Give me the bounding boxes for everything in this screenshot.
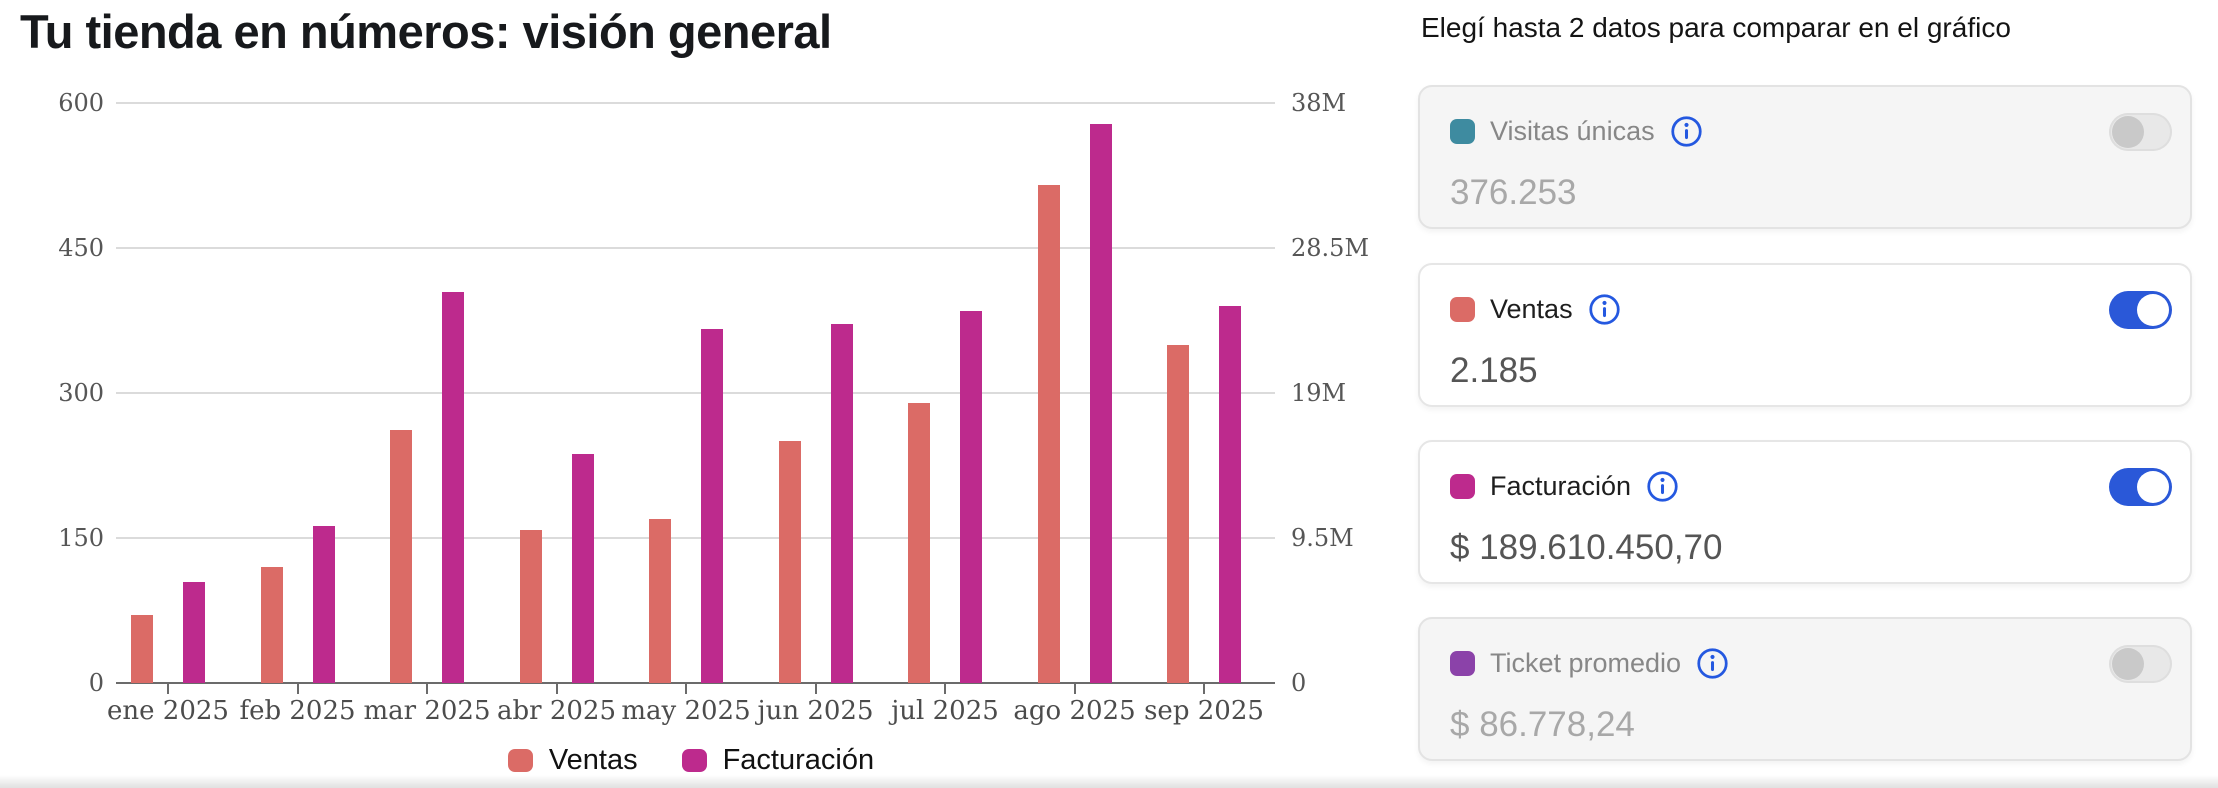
metric-toggle-ventas[interactable] [2109, 291, 2172, 329]
metric-color-swatch [1450, 474, 1475, 499]
x-axis-tick [814, 683, 817, 694]
info-icon[interactable] [1696, 647, 1729, 680]
metric-toggle-visitas-unicas[interactable] [2109, 113, 2172, 151]
x-axis-label: ene 2025 [107, 696, 229, 726]
bar-ventas [390, 429, 412, 683]
x-axis-label: ago 2025 [1013, 696, 1136, 726]
metric-card-header: Facturación [1450, 470, 1679, 503]
left-axis-tick-label: 0 [88, 669, 104, 697]
x-axis-label: jun 2025 [757, 696, 874, 726]
x-axis-tick [1203, 683, 1205, 694]
gridline [116, 392, 1275, 394]
x-axis-label: mar 2025 [363, 696, 491, 726]
toggle-knob [2112, 116, 2144, 148]
metric-color-swatch [1450, 651, 1475, 676]
metric-label: Ventas [1490, 294, 1573, 324]
metric-card-header: Ventas [1450, 293, 1621, 326]
info-icon[interactable] [1588, 293, 1621, 326]
legend-swatch [507, 749, 533, 772]
gridline [116, 537, 1275, 539]
metric-value: 2.185 [1450, 351, 1538, 390]
x-axis-tick [555, 683, 558, 694]
metric-card-ticket-promedio[interactable]: Ticket promedio $ 86.778,24 [1418, 617, 2192, 761]
bar-ventas [778, 441, 801, 683]
bar-facturacion [701, 328, 723, 683]
metric-card-ventas[interactable]: Ventas 2.185 [1418, 263, 2192, 407]
bottom-divider [0, 775, 2218, 788]
gridline [116, 102, 1275, 104]
legend-item-facturacion: Facturación [681, 744, 875, 777]
page-title: Tu tienda en números: visión general [20, 5, 832, 58]
x-axis-tick [685, 683, 687, 694]
x-axis-tick [944, 683, 946, 694]
info-icon[interactable] [1646, 470, 1679, 503]
bar-ventas [519, 530, 542, 683]
bar-ventas [260, 567, 283, 683]
metric-toggle-ticket-promedio[interactable] [2109, 645, 2172, 683]
metric-label: Visitas únicas [1490, 116, 1655, 146]
left-axis-tick-label: 150 [58, 524, 104, 552]
metric-card-facturacion[interactable]: Facturación $ 189.610.450,70 [1418, 440, 2192, 584]
metric-value: 376.253 [1450, 173, 1577, 212]
toggle-knob [2137, 471, 2169, 503]
bar-ventas [649, 518, 671, 683]
bar-ventas [131, 615, 153, 683]
metric-card-header: Ticket promedio [1450, 647, 1729, 680]
right-axis-tick-label: 19M [1291, 379, 1347, 407]
bar-facturacion [1219, 306, 1241, 683]
x-axis-label: abr 2025 [496, 696, 617, 726]
right-axis-tick-label: 28.5M [1291, 234, 1370, 262]
metric-color-swatch [1450, 297, 1475, 322]
panel-header: Elegí hasta 2 datos para comparar en el … [1421, 12, 2011, 43]
gridline [116, 247, 1275, 249]
bar-facturacion [960, 310, 982, 683]
metric-card-visitas-unicas[interactable]: Visitas únicas 376.253 [1418, 85, 2192, 229]
left-axis-tick-label: 600 [58, 89, 104, 117]
bar-facturacion [312, 525, 335, 683]
right-axis-tick-label: 0 [1291, 669, 1307, 697]
x-axis-tick [1073, 683, 1076, 694]
toggle-knob [2112, 648, 2144, 680]
x-axis-tick [426, 683, 428, 694]
bar-facturacion [442, 292, 464, 683]
legend-label: Ventas [548, 744, 638, 776]
metric-color-swatch [1450, 119, 1475, 144]
metric-value: $ 189.610.450,70 [1450, 528, 1723, 567]
right-axis-tick-label: 38M [1291, 89, 1347, 117]
bar-ventas [1037, 185, 1060, 683]
bar-facturacion [830, 324, 853, 683]
metric-label: Ticket promedio [1490, 648, 1682, 678]
x-axis-label: jul 2025 [891, 696, 999, 726]
right-axis-tick-label: 9.5M [1291, 524, 1354, 552]
x-axis-tick [167, 683, 169, 694]
toggle-knob [2137, 294, 2169, 326]
chart-legend: Ventas Facturación [116, 744, 1266, 777]
x-axis-label: sep 2025 [1144, 696, 1264, 726]
bar-ventas [908, 402, 930, 683]
x-axis-label: feb 2025 [239, 696, 356, 726]
metric-label: Facturación [1490, 471, 1632, 501]
sales-revenue-bar-chart: 600 450 300 150 0 38M 28.5M 19M 9.5M 0 ene 2025 feb… [58, 89, 1370, 777]
x-axis-label: may 2025 [621, 696, 751, 726]
bar-facturacion [183, 582, 205, 683]
info-icon[interactable] [1670, 115, 1703, 148]
x-axis-tick [296, 683, 299, 694]
legend-label: Facturación [722, 744, 875, 776]
metric-toggle-facturacion[interactable] [2109, 468, 2172, 506]
bar-facturacion [571, 454, 594, 683]
x-axis-line [116, 682, 1275, 684]
bar-facturacion [1089, 124, 1112, 683]
left-axis-tick-label: 300 [58, 379, 104, 407]
metric-value: $ 86.778,24 [1450, 705, 1635, 744]
legend-item-ventas: Ventas [507, 744, 638, 777]
left-axis-tick-label: 450 [58, 234, 104, 262]
metric-card-header: Visitas únicas [1450, 115, 1703, 148]
legend-swatch [681, 749, 707, 772]
bar-ventas [1167, 344, 1189, 683]
